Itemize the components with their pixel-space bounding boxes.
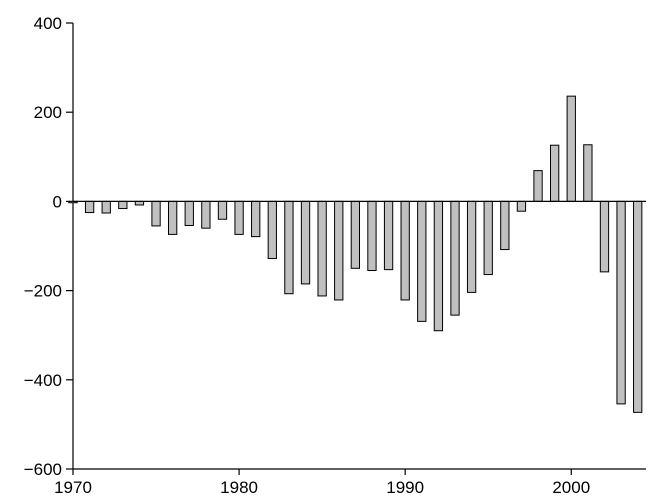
y-tick-label: −600 xyxy=(24,460,62,479)
bar-1996 xyxy=(500,200,510,251)
bar-1993 xyxy=(450,200,460,316)
x-tick-label: 1970 xyxy=(54,478,92,497)
bar-1991 xyxy=(417,200,427,322)
bar-1984 xyxy=(300,200,311,285)
y-tick-label: 0 xyxy=(53,192,62,211)
bar-2000 xyxy=(566,95,576,202)
bar-1990 xyxy=(400,200,410,301)
bar-2002 xyxy=(599,200,610,273)
bar-1972 xyxy=(101,200,111,214)
x-tick-label: 1980 xyxy=(220,478,258,497)
bar-1992 xyxy=(433,200,444,332)
bar-1995 xyxy=(483,200,493,276)
bar-1982 xyxy=(267,200,277,259)
bar-1980 xyxy=(234,200,244,235)
bar-2001 xyxy=(583,144,593,202)
bar-1986 xyxy=(334,200,344,301)
bar-1989 xyxy=(383,200,394,271)
bar-1998 xyxy=(533,170,543,202)
bar-1975 xyxy=(151,200,161,227)
x-tick-label: 2000 xyxy=(552,478,590,497)
bar-1977 xyxy=(184,200,194,226)
bar-2004 xyxy=(633,200,643,413)
bar-1987 xyxy=(350,200,360,269)
bar-1988 xyxy=(367,200,377,272)
y-tick-label: 200 xyxy=(34,103,62,122)
y-tick-label: 400 xyxy=(34,14,62,33)
bar-2003 xyxy=(616,200,626,405)
x-axis: 1970 1980 1990 2000 xyxy=(54,468,646,497)
bar-1983 xyxy=(284,200,294,295)
bar-1981 xyxy=(251,200,261,238)
bar-1978 xyxy=(201,200,211,229)
x-tick-label: 1990 xyxy=(386,478,424,497)
bar-1979 xyxy=(217,200,228,220)
y-axis: 400 200 0 −200 −400 −600 xyxy=(24,14,74,479)
bar-1997 xyxy=(516,200,527,212)
bar-1973 xyxy=(118,200,128,210)
bar-1999 xyxy=(550,144,560,202)
bar-1985 xyxy=(317,200,327,297)
bar-1976 xyxy=(168,200,178,235)
bar-1971 xyxy=(84,200,95,214)
y-tick-label: −400 xyxy=(24,371,62,390)
bars-group xyxy=(68,95,643,413)
bar-1994 xyxy=(466,200,477,293)
y-tick-label: −200 xyxy=(24,282,62,301)
